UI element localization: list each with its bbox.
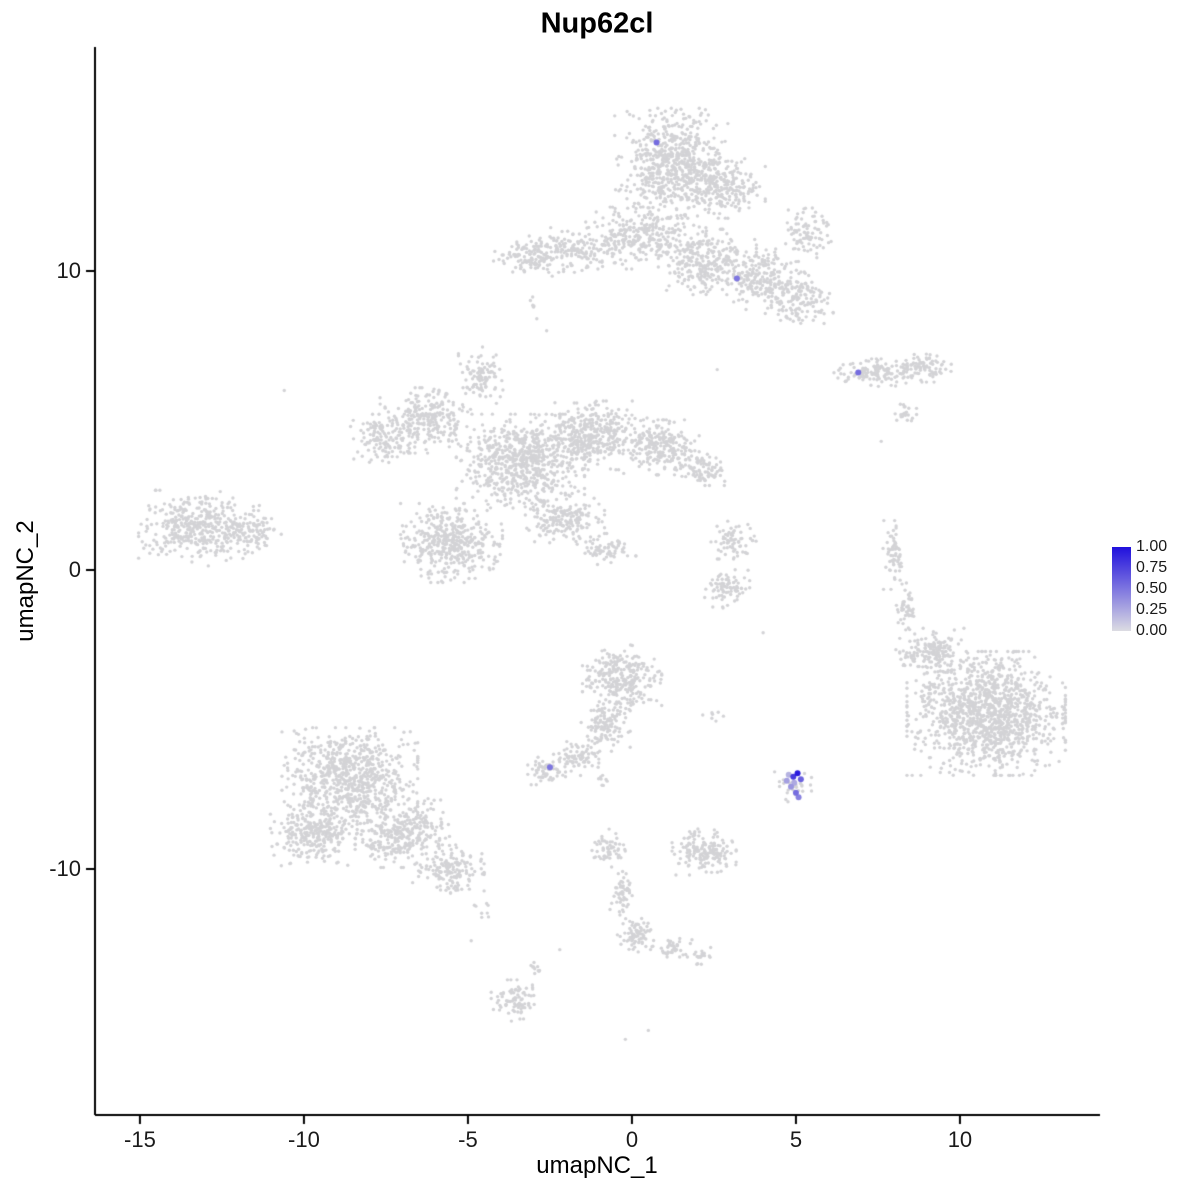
legend-tick-labels: 1.00 0.75 0.50 0.25 0.00 [1136,538,1196,639]
legend-tick-label: 1.00 [1136,538,1168,555]
legend-tick-label: 0.25 [1136,601,1168,618]
legend-tick-label: 0.75 [1136,559,1168,576]
legend-tick-label: 0.50 [1136,580,1168,597]
x-axis-label: umapNC_1 [536,1152,658,1179]
plot-title: Nup62cl [540,7,654,40]
y-axis-label: umapNC_2 [12,520,39,642]
legend-gradient-bar [1112,547,1131,631]
legend-tick-label: 0.00 [1136,622,1168,639]
